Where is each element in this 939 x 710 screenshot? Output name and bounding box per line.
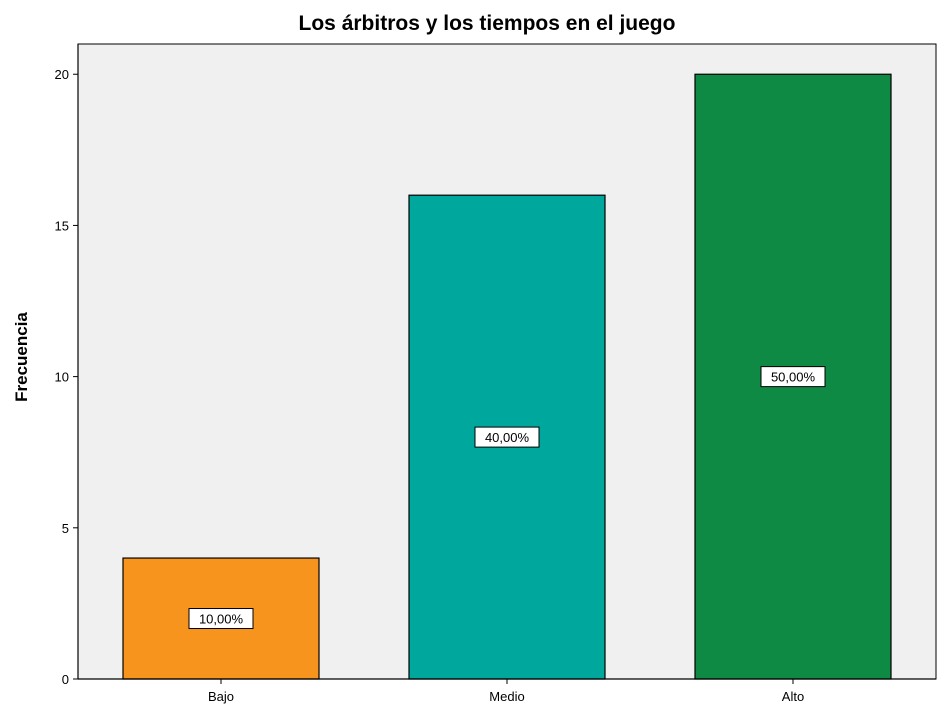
- chart-title: Los árbitros y los tiempos en el juego: [299, 12, 676, 35]
- data-label: 50,00%: [771, 370, 816, 385]
- plot-area: 0 5 10 15 20 10,00% Bajo 40,00% Medio 50,00% Alto: [55, 43, 937, 704]
- data-label-box: [474, 426, 540, 448]
- data-label-box: [188, 608, 254, 630]
- y-tick-label: 15: [55, 218, 69, 233]
- data-label: 40,00%: [485, 430, 530, 445]
- y-tick-label: 10: [55, 370, 69, 385]
- y-axis-label: Frecuencia: [12, 312, 31, 402]
- x-tick-label: Alto: [782, 689, 804, 704]
- data-label-box: [760, 366, 826, 388]
- x-tick-label: Medio: [489, 689, 524, 704]
- x-tick-label: Bajo: [208, 689, 234, 704]
- y-tick-label: 20: [55, 67, 69, 82]
- y-tick-label: 0: [62, 672, 69, 687]
- data-label: 10,00%: [199, 612, 244, 627]
- y-tick-label: 5: [62, 521, 69, 536]
